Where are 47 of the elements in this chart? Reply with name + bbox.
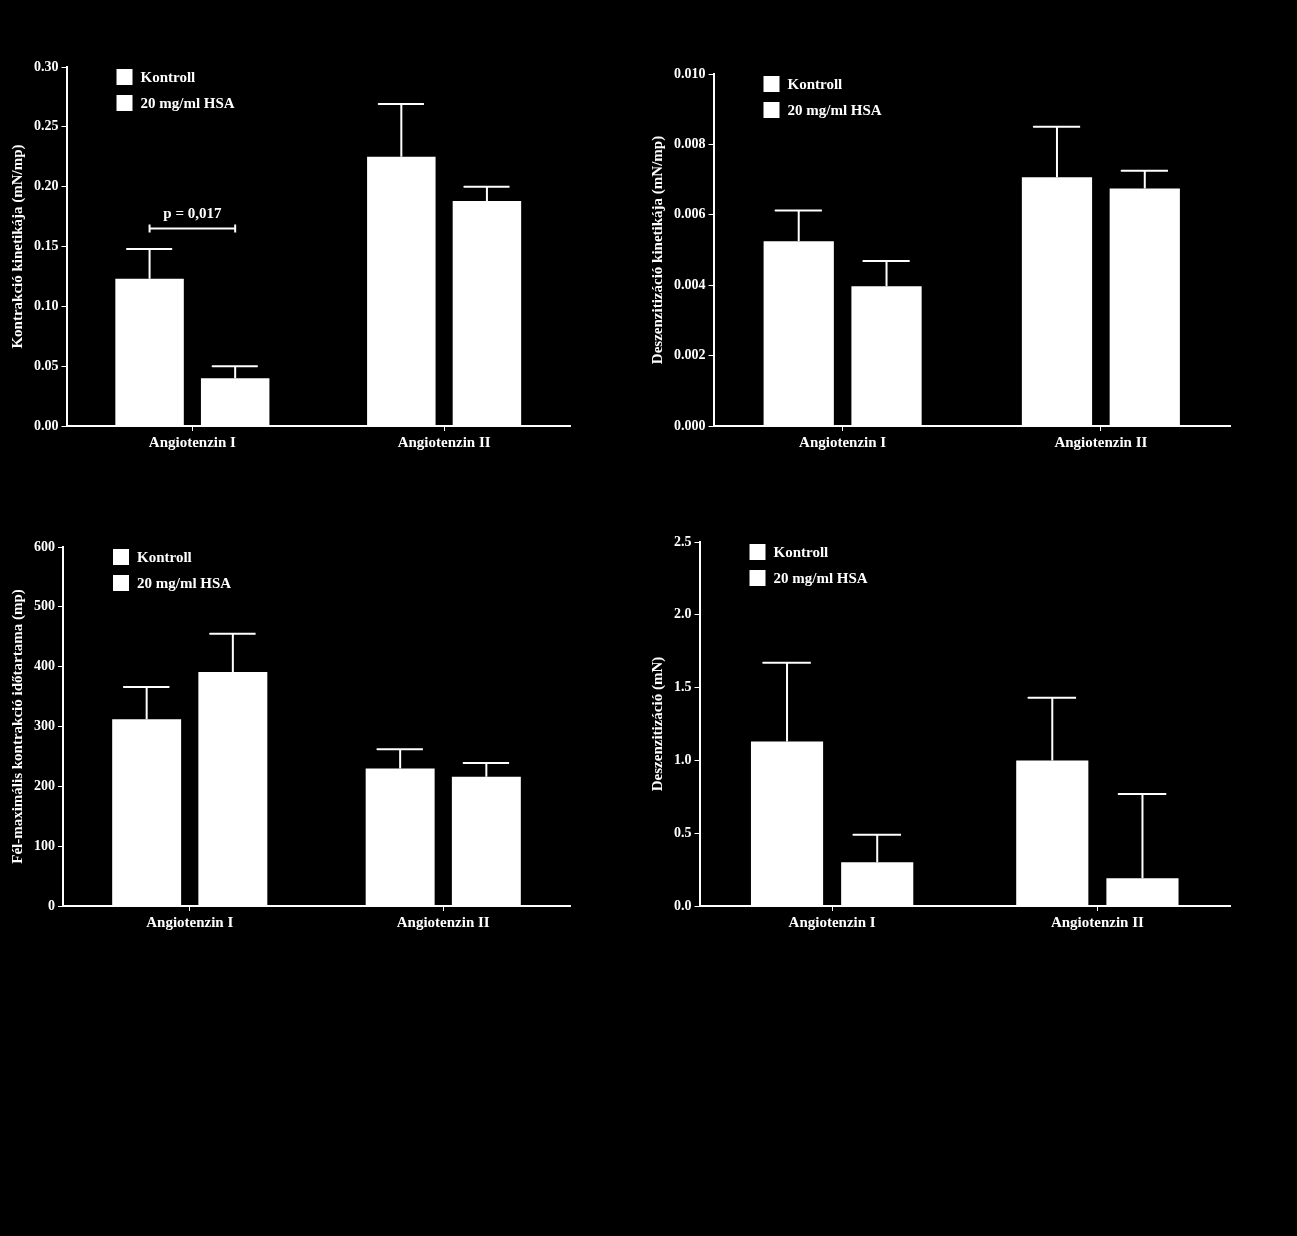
legend-label: 20 mg/ml HSA bbox=[773, 569, 868, 586]
y-tick-label: 0.5 bbox=[674, 824, 692, 840]
x-tick-label: Angiotenzin I bbox=[146, 913, 234, 930]
annotation: p = 0,017 bbox=[163, 204, 222, 221]
y-tick-label: 200 bbox=[34, 777, 55, 793]
y-axis-title: Kontrakció kinetikája (mN/mp) bbox=[8, 144, 26, 349]
y-tick-label: 0.004 bbox=[674, 276, 706, 292]
legend-label: Kontroll bbox=[787, 75, 843, 92]
y-tick-label: 500 bbox=[34, 598, 55, 614]
y-axis-title: Deszenzitizáció (mN) bbox=[648, 656, 666, 792]
legend-label: 20 mg/ml HSA bbox=[787, 101, 882, 118]
legend-label: Kontroll bbox=[140, 68, 196, 85]
y-tick-label: 0.10 bbox=[34, 297, 59, 313]
y-tick-label: 400 bbox=[34, 658, 55, 674]
y-tick-label: 300 bbox=[34, 718, 55, 734]
y-tick-label: 0.15 bbox=[34, 238, 59, 254]
x-tick-label: Angiotenzin I bbox=[799, 433, 887, 450]
y-tick-label: 600 bbox=[34, 538, 55, 554]
y-tick-label: 0.20 bbox=[34, 178, 59, 194]
legend-label: 20 mg/ml HSA bbox=[140, 94, 235, 111]
y-tick-label: 1.5 bbox=[674, 679, 692, 695]
y-tick-label: 0.000 bbox=[674, 417, 706, 433]
x-tick-label: Angiotenzin II bbox=[396, 913, 490, 930]
y-tick-label: 0.002 bbox=[674, 347, 706, 363]
y-tick-label: 2.0 bbox=[674, 606, 692, 622]
y-tick-label: 0.010 bbox=[674, 65, 706, 81]
x-tick-label: Angiotenzin II bbox=[397, 433, 491, 450]
y-tick-label: 0.00 bbox=[34, 417, 59, 433]
y-tick-label: 0.05 bbox=[34, 357, 59, 373]
y-tick-label: 0.30 bbox=[34, 58, 59, 74]
y-tick-label: 1.0 bbox=[674, 752, 692, 768]
x-tick-label: Angiotenzin I bbox=[788, 913, 876, 930]
y-axis-title: Deszenzitizáció kinetikája (mN/mp) bbox=[648, 135, 666, 365]
legend-label: Kontroll bbox=[137, 548, 192, 565]
y-tick-label: 0.0 bbox=[674, 897, 692, 913]
legend-label: Kontroll bbox=[773, 543, 829, 560]
y-tick-label: 0 bbox=[48, 897, 55, 913]
x-tick-label: Angiotenzin I bbox=[148, 433, 237, 450]
y-tick-label: 0.25 bbox=[34, 118, 59, 134]
y-tick-label: 2.5 bbox=[674, 533, 692, 549]
x-tick-label: Angiotenzin II bbox=[1050, 913, 1144, 930]
legend-label: 20 mg/ml HSA bbox=[137, 574, 232, 591]
y-tick-label: 0.008 bbox=[674, 136, 706, 152]
y-axis-title: Fél-maximális kontrakció időtartama (mp) bbox=[8, 589, 26, 864]
y-tick-label: 100 bbox=[34, 837, 55, 853]
y-tick-label: 0.006 bbox=[674, 206, 706, 222]
x-tick-label: Angiotenzin II bbox=[1054, 433, 1148, 450]
